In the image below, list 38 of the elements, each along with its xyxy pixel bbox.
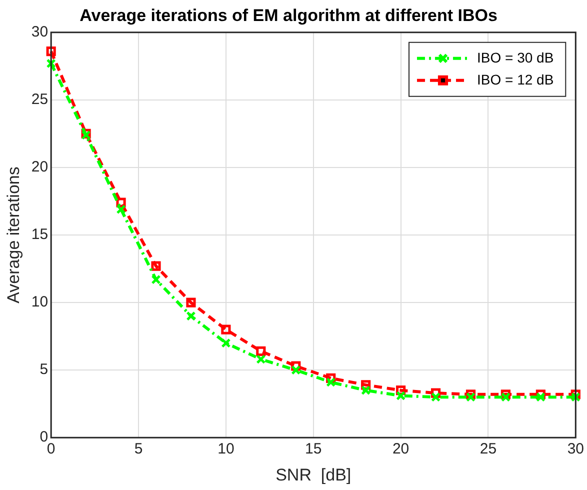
chart-title: Average iterations of EM algorithm at different IBOs — [80, 6, 498, 25]
x-tick-label: 5 — [134, 440, 143, 458]
point — [256, 354, 266, 364]
point — [500, 392, 510, 402]
point — [361, 386, 371, 396]
point — [466, 392, 476, 402]
point — [46, 58, 56, 68]
point — [326, 377, 336, 388]
y-tick-label: 30 — [31, 24, 48, 41]
legend-label: IBO = 30 dB — [477, 49, 554, 66]
point — [291, 365, 301, 375]
point — [256, 346, 266, 356]
point — [46, 46, 56, 56]
x-tick-label: 25 — [480, 440, 497, 458]
legend-label: IBO = 12 dB — [477, 71, 554, 88]
y-tick-label: 25 — [31, 91, 48, 108]
y-tick-label: 15 — [31, 226, 48, 244]
point — [536, 392, 546, 402]
point — [396, 390, 406, 401]
x-axis-title: SNR [dB] — [276, 465, 352, 484]
x-tick-label: 10 — [218, 440, 234, 458]
point — [430, 392, 441, 402]
x-tick-label: 20 — [392, 440, 410, 458]
point — [570, 392, 580, 402]
point — [151, 274, 161, 284]
point — [186, 311, 196, 321]
y-tick-label: 10 — [31, 294, 48, 311]
point — [151, 261, 161, 271]
y-axis-title: Average iterations — [4, 166, 23, 304]
point — [186, 298, 196, 308]
point — [221, 324, 231, 334]
y-tick-label: 0 — [40, 428, 48, 446]
x-tick-label: 15 — [305, 440, 322, 458]
y-tick-label: 20 — [31, 158, 48, 176]
point — [116, 204, 126, 214]
y-tick-label: 5 — [40, 361, 48, 378]
x-tick-label: 30 — [567, 440, 584, 458]
point — [221, 338, 231, 348]
